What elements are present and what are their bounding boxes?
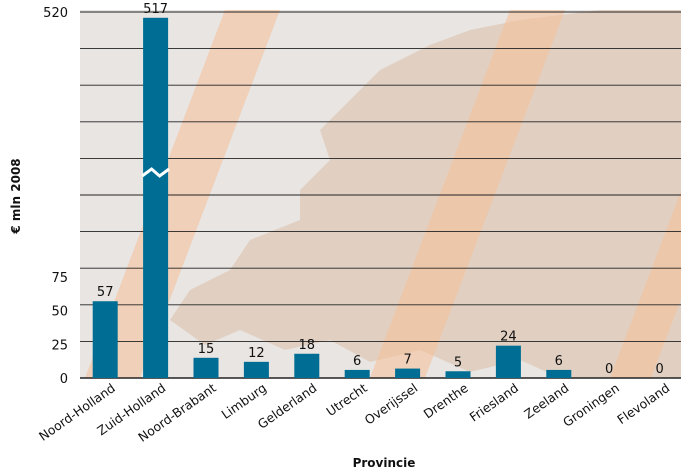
gridlines (80, 11, 681, 379)
bar (445, 371, 471, 378)
x-tick-label: Overijssel (362, 380, 421, 427)
bar (395, 368, 421, 378)
value-label: 7 (403, 353, 411, 368)
x-tick-label: Drenthe (421, 380, 471, 421)
bar (193, 357, 219, 378)
value-label: 517 (143, 2, 168, 17)
value-label: 0 (605, 362, 613, 377)
x-tick-label: Flevoland (614, 380, 672, 427)
bar (546, 369, 572, 378)
bar (344, 369, 370, 378)
y-tick-label: 25 (51, 338, 68, 353)
value-labels: 57 517 15 12 18 6 7 5 24 6 0 0 (97, 2, 664, 377)
background-stripe (85, 10, 280, 378)
axis-break-mark (141, 167, 170, 178)
value-label: 24 (500, 330, 517, 345)
value-label: 15 (198, 342, 215, 357)
x-tick-label: Groningen (560, 380, 622, 430)
value-label: 12 (248, 346, 265, 361)
bar (243, 361, 269, 378)
bar (143, 17, 169, 378)
background-stripe (610, 191, 681, 378)
bars (92, 17, 572, 378)
value-label: 6 (353, 354, 361, 369)
chart-background (80, 10, 681, 378)
y-tick-label: 0 (60, 372, 68, 387)
y-tick-label: 50 (51, 305, 68, 320)
bar (495, 345, 521, 378)
x-axis-title: Provincie (353, 456, 416, 470)
y-axis-title: € mln 2008 (9, 158, 23, 234)
background-stripe (370, 10, 565, 378)
bar (92, 301, 118, 378)
x-tick-label: Friesland (467, 380, 522, 424)
value-label: 5 (454, 355, 462, 370)
bar (294, 353, 320, 378)
value-label: 0 (655, 362, 663, 377)
value-label: 57 (97, 285, 114, 300)
y-axis-ticks: 0 25 50 75 520 (43, 6, 68, 387)
value-label: 18 (299, 338, 316, 353)
value-label: 6 (555, 354, 563, 369)
y-tick-label: 520 (43, 6, 68, 21)
map-land-shape (170, 10, 681, 378)
y-tick-label: 75 (51, 271, 68, 286)
